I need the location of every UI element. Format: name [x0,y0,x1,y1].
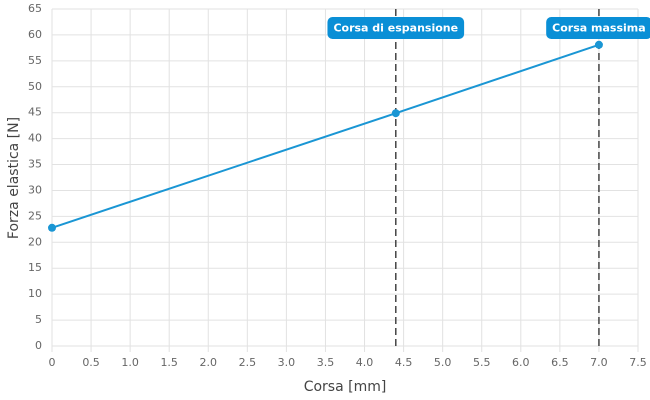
annotation-label: Corsa di espansione [333,22,458,35]
x-tick-label: 4.0 [356,356,374,369]
data-point [391,109,400,118]
y-tick-label: 60 [28,28,42,41]
x-tick-label: 6.0 [512,356,530,369]
y-axis-title: Forza elastica [N] [6,117,22,239]
y-tick-label: 15 [28,261,42,274]
x-tick-label: 3.5 [317,356,335,369]
annotation-box [546,17,650,39]
annotation-box [327,17,465,39]
x-tick-label: 5.0 [434,356,452,369]
y-tick-label: 25 [28,209,42,222]
x-tick-label: 2.5 [239,356,257,369]
x-tick-label: 1.5 [160,356,178,369]
x-tick-label: 0 [49,356,56,369]
data-point [594,40,603,49]
x-tick-label: 3.0 [278,356,296,369]
y-tick-label: 50 [28,80,42,93]
y-tick-label: 30 [28,183,42,196]
x-tick-label: 5.5 [473,356,491,369]
y-tick-label: 35 [28,158,42,171]
y-tick-label: 40 [28,132,42,145]
y-tick-label: 65 [28,2,42,15]
x-tick-label: 6.5 [551,356,569,369]
annotation-label: Corsa massima [552,22,646,35]
x-tick-label: 7.0 [590,356,608,369]
data-point [48,223,56,232]
y-tick-label: 0 [35,339,42,352]
y-tick-label: 55 [28,54,42,67]
x-tick-label: 4.5 [395,356,413,369]
y-tick-label: 5 [35,313,42,326]
x-tick-label: 0.5 [82,356,100,369]
x-tick-label: 7.5 [629,356,647,369]
x-tick-label: 1.0 [121,356,139,369]
y-tick-label: 20 [28,235,42,248]
x-tick-label: 2.0 [200,356,218,369]
y-tick-label: 45 [28,106,42,119]
y-tick-label: 10 [28,287,42,300]
x-axis-title: Corsa [mm] [304,379,387,395]
